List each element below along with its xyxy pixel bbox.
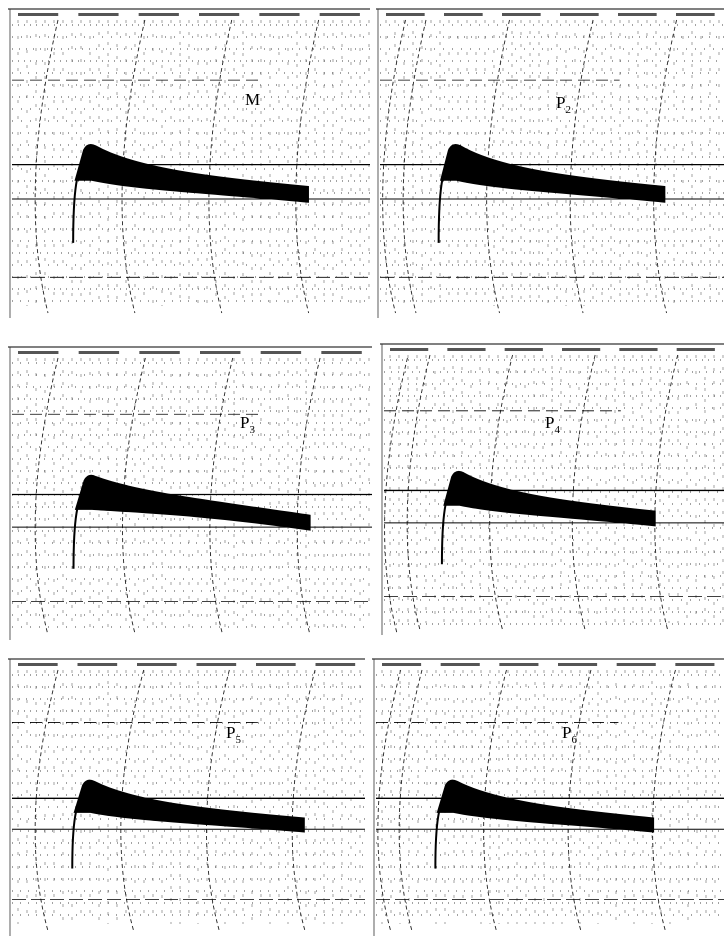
header-print [676, 13, 715, 16]
header-print [139, 351, 180, 354]
chart-arc [34, 669, 59, 932]
header-print [499, 663, 539, 666]
header-print [78, 351, 120, 354]
recording-panel: P5 [8, 658, 402, 936]
chart-arc [402, 19, 427, 314]
chart-arc [653, 19, 677, 314]
panel-label: P3 [240, 413, 255, 436]
panel-label-letter: M [245, 90, 260, 109]
trace-band [74, 144, 309, 203]
recording-panel: P2 [376, 8, 724, 318]
header-print [18, 13, 59, 16]
chart-arc [382, 19, 406, 314]
header-print [256, 663, 296, 666]
panel-label-subscript: 5 [235, 734, 241, 746]
panel-label-letter: P [562, 723, 571, 742]
chart-arc [209, 357, 234, 636]
panel-label-subscript: 2 [565, 104, 571, 116]
header-print [321, 351, 362, 354]
recording-panel: P3 [8, 346, 408, 640]
header-print [78, 13, 119, 16]
chart-arc [295, 19, 320, 314]
header-print [315, 663, 356, 666]
chart-arc [569, 19, 594, 314]
chart-arc [567, 669, 592, 932]
header-print [382, 663, 422, 666]
header-print [618, 13, 657, 16]
panel-label-letter: P [240, 413, 249, 432]
header-print [562, 348, 601, 351]
header-print [675, 663, 715, 666]
header-print [504, 348, 543, 351]
header-print [138, 13, 179, 16]
chart-arc [34, 357, 59, 636]
chart-arc [377, 669, 402, 932]
chart-arc [652, 669, 676, 932]
chart-arc [571, 354, 596, 631]
header-print [440, 663, 480, 666]
recording-panel: P6 [372, 658, 724, 936]
chart-arc [291, 669, 316, 932]
header-print [558, 663, 598, 666]
header-print [447, 348, 486, 351]
panel-label: P5 [226, 723, 241, 746]
header-print [676, 348, 715, 351]
header-print [619, 348, 658, 351]
panel-label: P6 [562, 723, 577, 746]
chart-arc [208, 19, 233, 314]
chart-arc [489, 354, 513, 631]
panel-label: P2 [556, 93, 571, 116]
panel-label-subscript: 6 [571, 734, 577, 746]
trace-band [73, 779, 305, 833]
chart-arc [406, 354, 431, 631]
trace-band [443, 470, 656, 527]
panel-label-subscript: 4 [554, 424, 560, 436]
chart-arc [398, 669, 423, 932]
panel-label-subscript: 3 [249, 424, 255, 436]
header-print [260, 351, 302, 354]
panel-label-letter: P [226, 723, 235, 742]
header-print [444, 13, 483, 16]
chart-arc [206, 669, 230, 932]
panel-label-letter: P [556, 93, 565, 112]
trace-band [439, 144, 666, 203]
header-print [390, 348, 429, 351]
header-print [616, 663, 656, 666]
panel-label: M [245, 90, 260, 109]
header-print [560, 13, 599, 16]
chart-arc [654, 354, 679, 631]
header-print [199, 13, 240, 16]
trace-band [74, 474, 311, 531]
header-print [18, 351, 59, 354]
recording-panel: M [8, 8, 406, 318]
chart-arc [34, 19, 59, 314]
trace-band [436, 779, 655, 833]
recording-panel: P4 [380, 343, 724, 635]
header-print [200, 351, 241, 354]
panel-label: P4 [545, 413, 560, 436]
header-print [196, 663, 237, 666]
header-print [77, 663, 118, 666]
chart-arc [384, 357, 408, 636]
header-print [319, 13, 360, 16]
panel-label-letter: P [545, 413, 554, 432]
header-print [386, 13, 425, 16]
header-print [502, 13, 541, 16]
header-print [18, 663, 58, 666]
chart-arc [296, 357, 321, 636]
header-print [259, 13, 300, 16]
header-print [137, 663, 177, 666]
